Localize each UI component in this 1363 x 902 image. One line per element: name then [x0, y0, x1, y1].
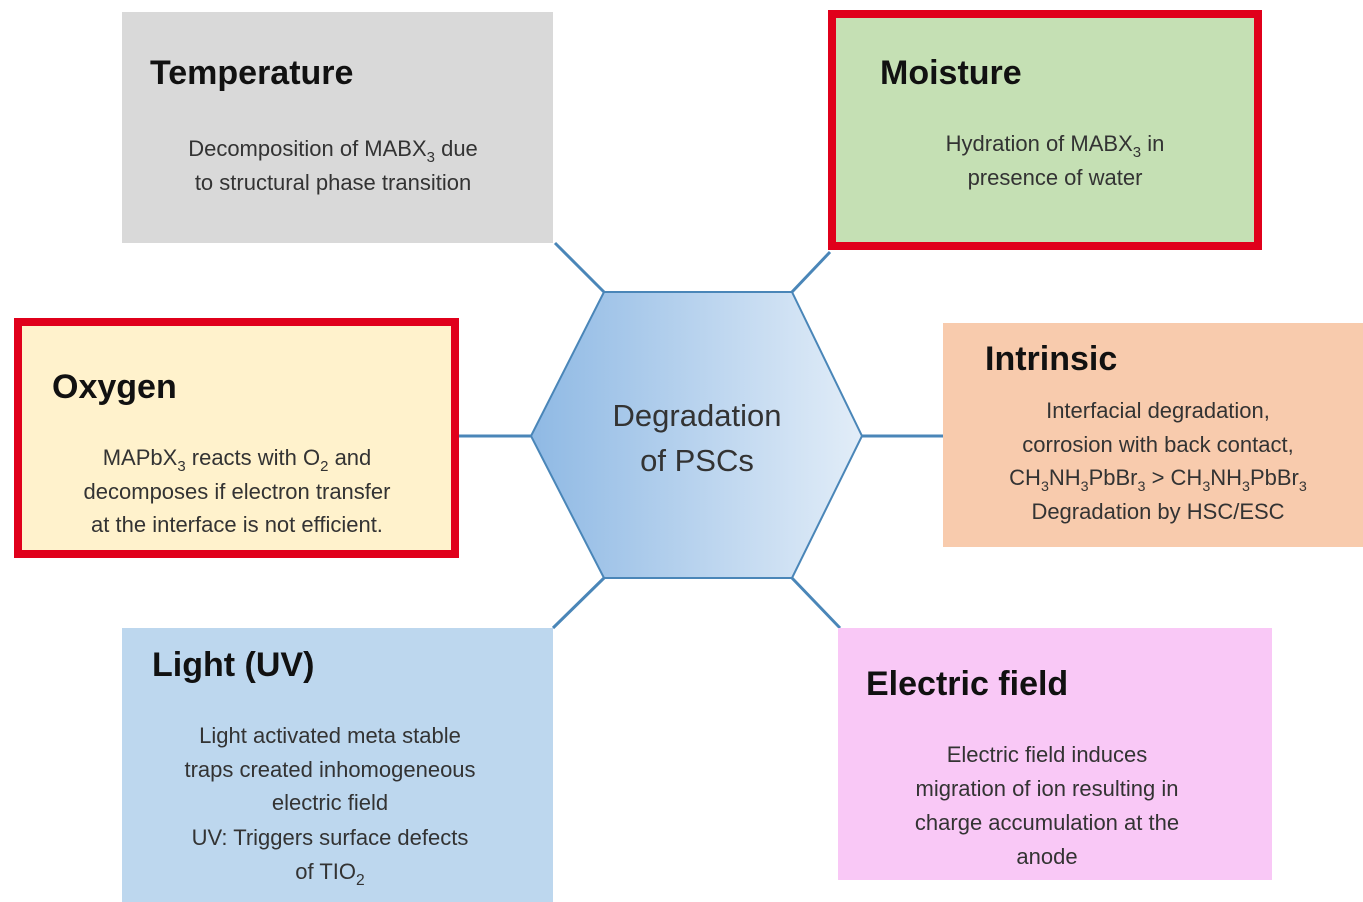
- box-description: decomposes if electron transfer: [84, 479, 391, 504]
- box-background: [838, 628, 1272, 880]
- factor-box: Light (UV) Light activated meta stable tra…: [122, 628, 553, 902]
- subscript: 2: [320, 458, 328, 475]
- text-run: corrosion with back contact,: [1022, 432, 1293, 457]
- subscript: 3: [1242, 479, 1250, 495]
- connector: [790, 576, 842, 630]
- text-run: migration of ion resulting in: [916, 776, 1179, 801]
- box-description: Light activated meta stable: [199, 723, 461, 748]
- subscript: 3: [1202, 479, 1210, 495]
- center-label: of PSCs: [640, 443, 754, 478]
- text-run: PbBr: [1250, 465, 1299, 490]
- center-hexagon: [529, 291, 864, 579]
- text-run: reacts with O: [186, 445, 320, 470]
- box-description: electric field: [272, 790, 388, 815]
- box-background: [943, 323, 1363, 547]
- text-run: Electric field induces: [947, 742, 1148, 767]
- factor-box: Temperature Decomposition of MABX3 due to …: [122, 12, 553, 243]
- box-background: [828, 10, 1262, 250]
- box-background: [122, 12, 553, 243]
- subscript: 3: [1299, 479, 1307, 495]
- text-run: PbBr: [1089, 465, 1138, 490]
- box-description: Degradation by HSC/ESC: [1031, 499, 1284, 524]
- box-description: Electric field induces: [947, 742, 1148, 767]
- text-run: to structural phase transition: [195, 170, 471, 195]
- box-title: Electric field: [866, 665, 1068, 703]
- subscript: 3: [1133, 144, 1141, 161]
- text-run: traps created inhomogeneous: [184, 757, 475, 782]
- text-run: Hydration of MABX: [946, 131, 1133, 156]
- text-run: presence of water: [968, 165, 1143, 190]
- factor-box: Oxygen MAPbX3 reacts with O2 and decompose…: [14, 318, 459, 558]
- text-run: of TIO: [295, 859, 356, 884]
- box-description: presence of water: [968, 165, 1143, 190]
- text-run: > CH: [1145, 465, 1202, 490]
- subscript: 3: [1138, 479, 1146, 495]
- box-description: at the interface is not efficient.: [91, 512, 383, 537]
- subscript: 3: [1081, 479, 1089, 495]
- text-run: electric field: [272, 790, 388, 815]
- box-description: to structural phase transition: [195, 170, 471, 195]
- box-description: migration of ion resulting in: [916, 776, 1179, 801]
- text-run: UV: Triggers surface defects: [192, 825, 469, 850]
- text-run: Light activated meta stable: [199, 723, 461, 748]
- box-title: Intrinsic: [985, 340, 1117, 378]
- box-description: Hydration of MABX3 in: [946, 131, 1165, 161]
- factor-box: Moisture Hydration of MABX3 in presence of…: [828, 10, 1262, 250]
- connector: [553, 241, 606, 294]
- text-run: in: [1141, 131, 1164, 156]
- connectors: [459, 241, 943, 630]
- box-description: UV: Triggers surface defects: [192, 825, 469, 850]
- text-run: CH: [1009, 465, 1041, 490]
- text-run: NH: [1210, 465, 1242, 490]
- text-run: MAPbX: [103, 445, 178, 470]
- box-description: anode: [1016, 844, 1077, 869]
- box-title: Moisture: [880, 54, 1022, 92]
- text-run: due: [435, 136, 478, 161]
- text-run: at the interface is not efficient.: [91, 512, 383, 537]
- box-description: traps created inhomogeneous: [184, 757, 475, 782]
- subscript: 3: [427, 149, 435, 166]
- box-background: [14, 318, 459, 558]
- factor-box: Intrinsic Interfacial degradation, corrosi…: [943, 323, 1363, 547]
- text-run: charge accumulation at the: [915, 810, 1179, 835]
- box-description: Decomposition of MABX3 due: [188, 136, 478, 166]
- connector: [790, 250, 832, 294]
- box-description: corrosion with back contact,: [1022, 432, 1293, 457]
- box-description: MAPbX3 reacts with O2 and: [103, 445, 372, 475]
- text-run: decomposes if electron transfer: [84, 479, 391, 504]
- center-label: Degradation: [613, 398, 782, 433]
- box-title: Light (UV): [152, 646, 314, 684]
- text-run: Decomposition of MABX: [188, 136, 427, 161]
- box-background: [122, 628, 553, 902]
- box-title: Oxygen: [52, 368, 177, 406]
- box-description: Interfacial degradation,: [1046, 398, 1270, 423]
- text-run: anode: [1016, 844, 1077, 869]
- subscript: 3: [1041, 479, 1049, 495]
- text-run: Interfacial degradation,: [1046, 398, 1270, 423]
- text-run: Degradation by HSC/ESC: [1031, 499, 1284, 524]
- box-description: of TIO2: [295, 859, 364, 889]
- subscript: 2: [356, 872, 365, 889]
- box-title: Temperature: [150, 54, 353, 92]
- text-run: NH: [1049, 465, 1081, 490]
- subscript: 3: [177, 458, 185, 475]
- box-description: CH3NH3PbBr3 > CH3NH3PbBr3: [1009, 465, 1307, 495]
- box-description: charge accumulation at the: [915, 810, 1179, 835]
- text-run: and: [328, 445, 371, 470]
- connector: [551, 576, 606, 630]
- factor-box: Electric field Electric field induces migr…: [838, 628, 1272, 880]
